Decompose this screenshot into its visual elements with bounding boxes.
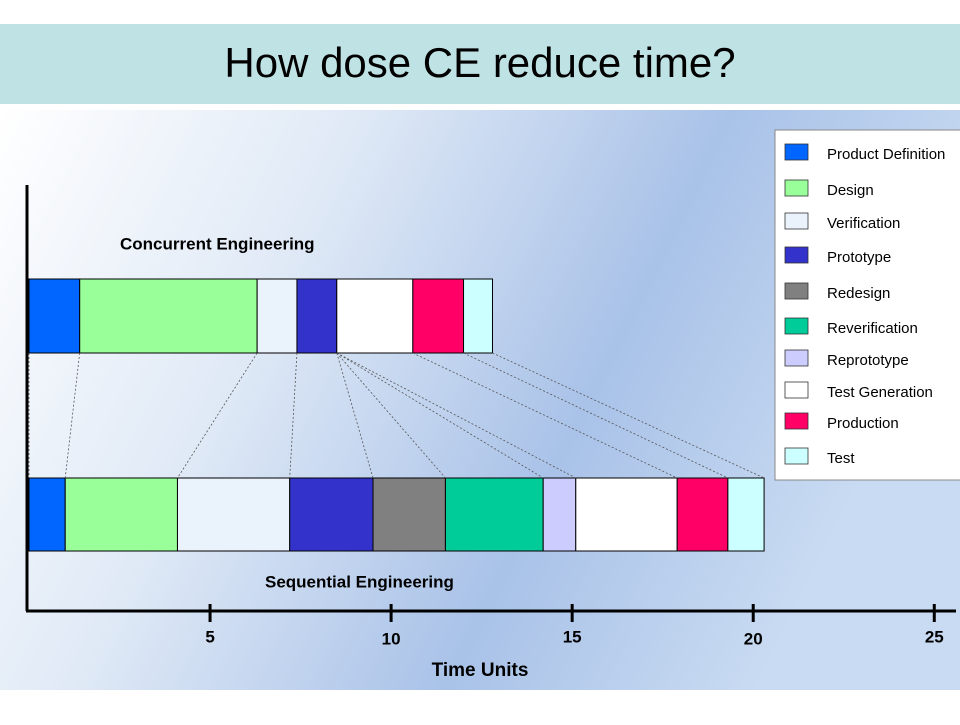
legend-swatch bbox=[784, 317, 809, 335]
bar-segment bbox=[256, 278, 298, 354]
legend-label: Reprototype bbox=[827, 352, 909, 369]
legend-swatch bbox=[784, 282, 809, 300]
x-tick-label: 5 bbox=[205, 627, 214, 646]
bar-segment bbox=[28, 477, 66, 552]
bar-segment bbox=[412, 278, 465, 354]
legend-swatch bbox=[784, 349, 809, 367]
legend-swatch bbox=[784, 381, 809, 399]
bar-segment bbox=[289, 477, 374, 552]
bar-segment bbox=[79, 278, 258, 354]
legend-label: Test Generation bbox=[827, 384, 933, 401]
x-axis-label: Time Units bbox=[432, 660, 529, 681]
bar-segment bbox=[296, 278, 338, 354]
connector bbox=[336, 352, 374, 479]
connector bbox=[177, 352, 258, 479]
bar-segment bbox=[676, 477, 729, 552]
bar-segment bbox=[727, 477, 765, 552]
bar-segment bbox=[336, 278, 414, 354]
legend-label: Test bbox=[827, 450, 855, 467]
bar-segment bbox=[463, 278, 493, 354]
row-label: Concurrent Engineering bbox=[120, 234, 315, 253]
x-tick-label: 15 bbox=[563, 627, 582, 646]
bar-segment bbox=[176, 477, 291, 552]
legend-swatch bbox=[784, 212, 809, 230]
legend-label: Prototype bbox=[827, 249, 891, 266]
x-tick-label: 10 bbox=[382, 629, 401, 648]
x-tick-label: 20 bbox=[744, 629, 763, 648]
legend-label: Product Definition bbox=[827, 146, 945, 163]
bar-segment bbox=[64, 477, 178, 552]
bar-segment bbox=[28, 278, 81, 354]
x-tick-label: 25 bbox=[925, 627, 944, 646]
legend-label: Redesign bbox=[827, 285, 890, 302]
legend-swatch bbox=[784, 246, 809, 264]
connector bbox=[412, 352, 678, 479]
connector bbox=[492, 352, 765, 479]
title-bar bbox=[0, 24, 960, 104]
legend-swatch bbox=[784, 179, 809, 197]
legend-label: Reverification bbox=[827, 320, 918, 337]
legend-swatch bbox=[784, 143, 809, 161]
legend-label: Design bbox=[827, 182, 874, 199]
bar-segment bbox=[444, 477, 544, 552]
bar-segment bbox=[542, 477, 577, 552]
legend-label: Verification bbox=[827, 215, 900, 232]
chart-title: How dose CE reduce time? bbox=[224, 39, 735, 86]
legend-swatch bbox=[784, 412, 809, 430]
bar-segment bbox=[575, 477, 678, 552]
connector bbox=[64, 352, 81, 479]
bar-segment bbox=[372, 477, 446, 552]
connector bbox=[336, 352, 544, 479]
connector bbox=[463, 352, 729, 479]
connector bbox=[336, 352, 576, 479]
row-label: Sequential Engineering bbox=[265, 572, 454, 591]
connector bbox=[289, 352, 298, 479]
legend-swatch bbox=[784, 447, 809, 465]
legend-label: Production bbox=[827, 415, 899, 432]
